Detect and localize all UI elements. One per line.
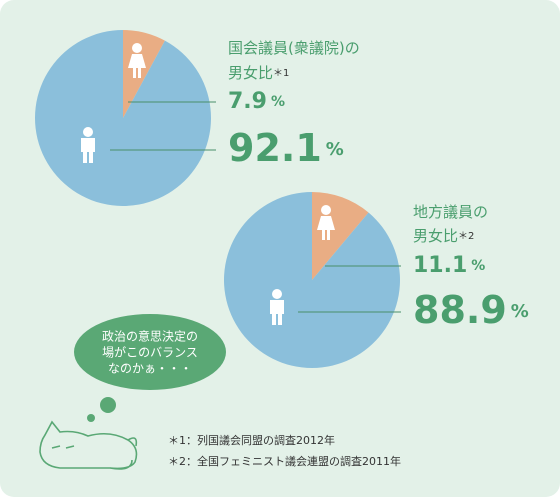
- icon-head: [272, 289, 282, 299]
- footnote: ＊2：全国フェミニスト議会連盟の調査2011年: [168, 454, 401, 468]
- speech-bubble: [74, 314, 226, 390]
- title-line: 地方議員の: [413, 203, 488, 221]
- bubble-text: 場がこのバランス: [102, 345, 198, 360]
- bubble-text: なのかぁ・・・: [108, 362, 192, 376]
- value-number: 7.9: [228, 89, 267, 114]
- chart-title: 男女比＊1: [228, 64, 289, 82]
- footnote: ＊1：列国議会同盟の調査2012年: [168, 433, 335, 447]
- note-ref: ＊1: [273, 68, 289, 79]
- female-icon: [128, 43, 146, 78]
- icon-head: [321, 205, 331, 215]
- value-unit: %: [326, 139, 344, 160]
- icon-body: [81, 138, 95, 163]
- value-number: 11.1: [413, 253, 467, 278]
- value-label: 88.9%: [413, 288, 529, 332]
- bubble-dot: [87, 414, 95, 422]
- title-line: 国会議員(衆議院)の: [228, 39, 360, 57]
- value-unit: %: [511, 301, 529, 322]
- icon-body: [317, 216, 335, 240]
- bubble-text: 政治の意思決定の: [102, 329, 198, 344]
- chart-title: 国会議員(衆議院)の: [228, 39, 360, 57]
- bubble-dot: [100, 397, 116, 413]
- value-label: 11.1%: [413, 253, 485, 278]
- note-ref: ＊2: [458, 231, 474, 242]
- icon-head: [132, 43, 142, 53]
- value-unit: %: [471, 258, 485, 274]
- value-label: 7.9%: [228, 89, 285, 114]
- icon-body: [128, 54, 146, 78]
- icon-body: [270, 300, 284, 325]
- chart-title: 地方議員の: [413, 203, 488, 221]
- icon-head: [83, 127, 93, 137]
- value-number: 92.1: [228, 126, 322, 170]
- value-label: 92.1%: [228, 126, 344, 170]
- male-icon: [270, 289, 284, 325]
- value-unit: %: [271, 94, 285, 110]
- female-icon: [317, 205, 335, 240]
- male-icon: [81, 127, 95, 163]
- title-line: 男女比: [228, 64, 273, 82]
- pie-slice: [35, 30, 212, 207]
- value-number: 88.9: [413, 288, 507, 332]
- pie-slice: [123, 30, 165, 118]
- pie-slice: [223, 191, 400, 368]
- cat-drawing: [39, 420, 138, 470]
- chart-title: 男女比＊2: [413, 227, 474, 245]
- title-line: 男女比: [413, 227, 458, 245]
